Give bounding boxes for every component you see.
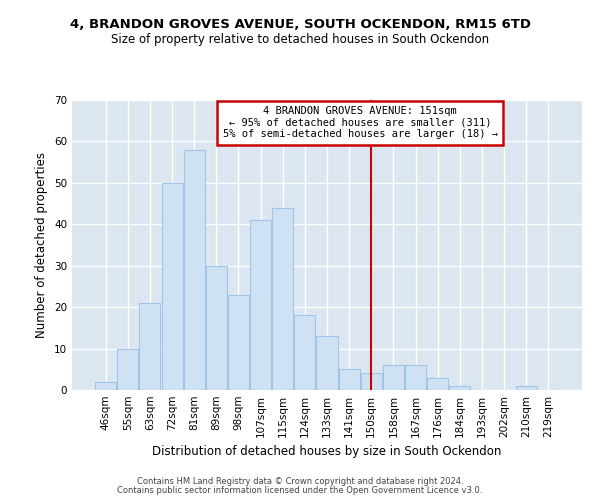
Bar	[449, 386, 470, 390]
Bar	[161, 183, 182, 390]
Bar	[95, 382, 116, 390]
Bar	[206, 266, 227, 390]
Bar	[272, 208, 293, 390]
Text: Contains public sector information licensed under the Open Government Licence v3: Contains public sector information licen…	[118, 486, 482, 495]
Y-axis label: Number of detached properties: Number of detached properties	[35, 152, 49, 338]
Bar	[515, 386, 536, 390]
Bar	[228, 294, 249, 390]
Bar	[361, 374, 382, 390]
Bar	[383, 365, 404, 390]
Bar	[405, 365, 426, 390]
X-axis label: Distribution of detached houses by size in South Ockendon: Distribution of detached houses by size …	[152, 446, 502, 458]
Bar	[250, 220, 271, 390]
Bar	[184, 150, 205, 390]
Text: 4 BRANDON GROVES AVENUE: 151sqm
← 95% of detached houses are smaller (311)
5% of: 4 BRANDON GROVES AVENUE: 151sqm ← 95% of…	[223, 106, 497, 140]
Bar	[427, 378, 448, 390]
Bar	[118, 348, 139, 390]
Text: Contains HM Land Registry data © Crown copyright and database right 2024.: Contains HM Land Registry data © Crown c…	[137, 477, 463, 486]
Text: Size of property relative to detached houses in South Ockendon: Size of property relative to detached ho…	[111, 32, 489, 46]
Bar	[139, 303, 160, 390]
Text: 4, BRANDON GROVES AVENUE, SOUTH OCKENDON, RM15 6TD: 4, BRANDON GROVES AVENUE, SOUTH OCKENDON…	[70, 18, 530, 30]
Bar	[338, 370, 359, 390]
Bar	[316, 336, 338, 390]
Bar	[295, 316, 316, 390]
